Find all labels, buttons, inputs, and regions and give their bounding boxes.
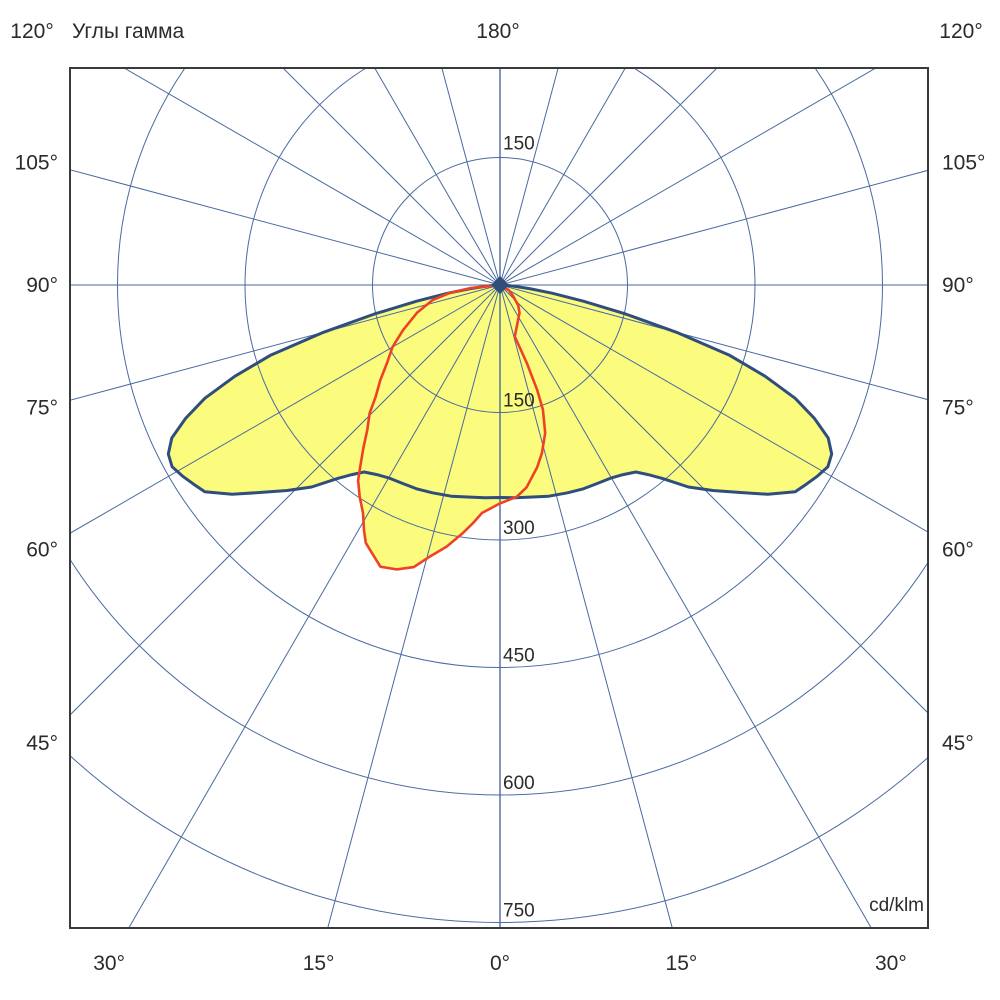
gamma-grid-ray-240 — [123, 68, 501, 286]
gamma-label-left-90: 90° — [26, 274, 58, 297]
c90-c270-curve — [356, 283, 547, 571]
gamma-label-top-left: 120° — [10, 20, 53, 43]
gamma-grid-ray-210 — [374, 68, 501, 286]
gamma-label-left-60: 60° — [26, 538, 58, 561]
gamma-label-right-75: 75° — [942, 397, 974, 420]
radial-label-300: 300 — [503, 518, 535, 539]
gamma-grid-ray-165 — [499, 68, 559, 286]
gamma-label-left-45: 45° — [26, 732, 58, 755]
gamma-label-top-center: 180° — [476, 20, 519, 43]
radial-label-750: 750 — [503, 901, 535, 922]
radial-label-150: 150 — [503, 391, 535, 412]
gamma-label-bottom--15: 15° — [303, 952, 335, 975]
gamma-grid-ray-330 — [128, 284, 501, 928]
radial-label-upper-150: 150 — [503, 134, 535, 155]
gamma-label-right-45: 45° — [942, 732, 974, 755]
gamma-grid-ray-45 — [499, 284, 928, 714]
gamma-grid-ray-105 — [499, 169, 928, 286]
radial-label-600: 600 — [503, 773, 535, 794]
gamma-label-bottom--30: 30° — [93, 952, 125, 975]
center-marker — [491, 276, 509, 294]
gamma-grid-ray-15 — [499, 284, 673, 928]
gamma-grid-ray-60 — [499, 284, 928, 533]
gamma-grid-ray-225 — [282, 68, 501, 286]
radial-label-450: 450 — [503, 646, 535, 667]
gamma-grid-ray-150 — [499, 68, 626, 286]
gamma-label-right-105: 105° — [942, 151, 985, 174]
c0-c180-curve — [166, 283, 834, 500]
gamma-grid-ray-345 — [327, 284, 501, 928]
chart-title: Углы гамма — [72, 20, 185, 43]
gamma-label-right-60: 60° — [942, 538, 974, 561]
unit-label: cd/klm — [869, 895, 924, 916]
gamma-grid-ray-300 — [70, 284, 501, 534]
gamma-label-left-105: 105° — [15, 151, 58, 174]
gamma-label-bottom-15: 15° — [666, 952, 698, 975]
plot-border — [69, 67, 929, 929]
gamma-grid-ray-135 — [499, 68, 718, 286]
gamma-grid-ray-30 — [499, 284, 872, 928]
gamma-label-bottom-30: 30° — [875, 952, 907, 975]
gamma-grid-ray-255 — [70, 169, 501, 286]
gamma-label-right-90: 90° — [942, 274, 974, 297]
gamma-grid-ray-120 — [499, 68, 877, 286]
gamma-label-top-right: 120° — [939, 20, 982, 43]
gamma-label-left-75: 75° — [26, 397, 58, 420]
gamma-grid-ray-195 — [441, 68, 501, 286]
gamma-label-bottom-0: 0° — [490, 952, 510, 975]
